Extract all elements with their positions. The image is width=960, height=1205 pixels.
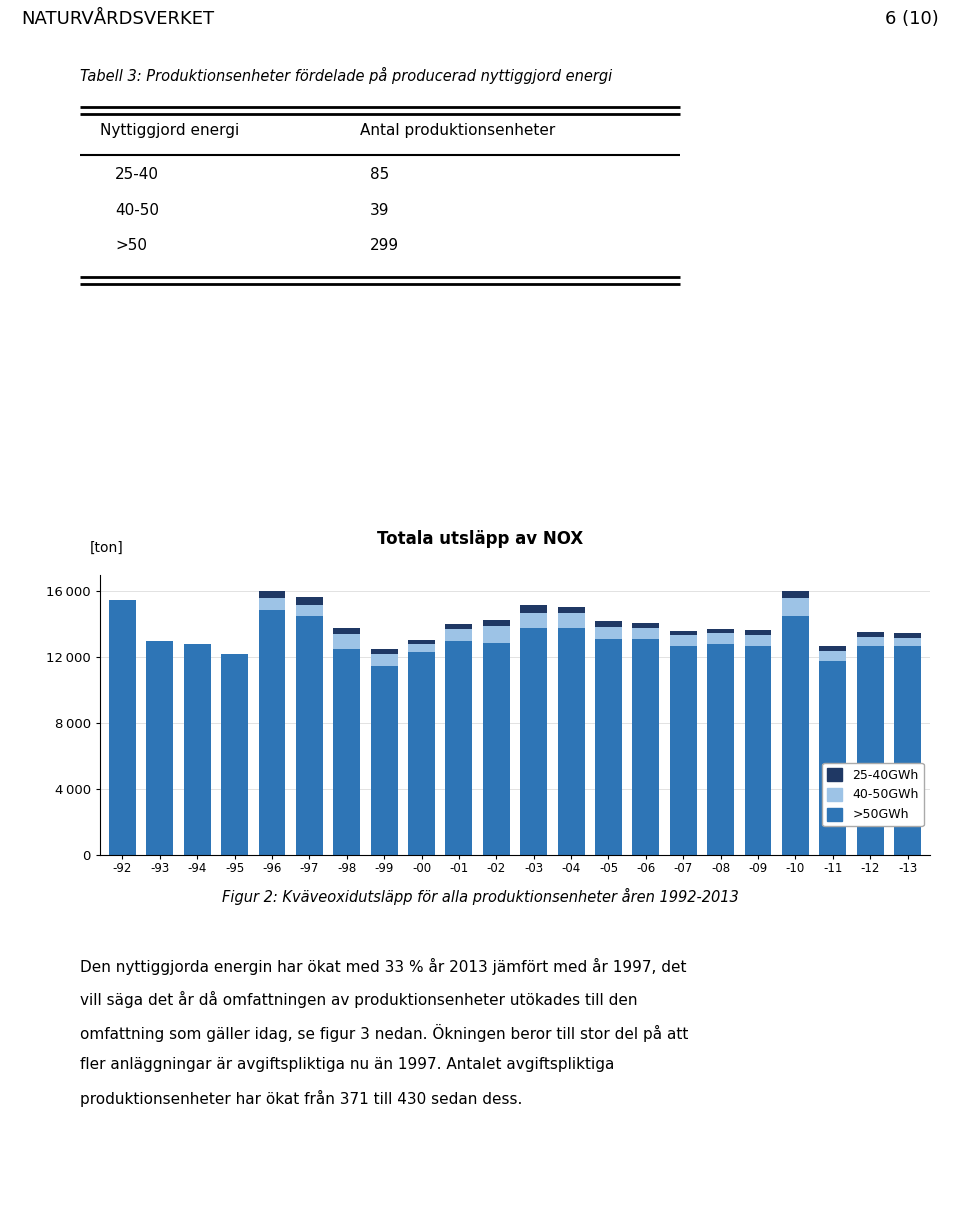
Bar bbox=[558, 607, 585, 613]
Bar bbox=[371, 665, 397, 856]
Text: 6 (10): 6 (10) bbox=[885, 10, 939, 28]
Bar bbox=[745, 635, 772, 646]
Bar bbox=[445, 629, 472, 641]
Bar bbox=[445, 641, 472, 856]
Bar bbox=[483, 627, 510, 642]
Bar bbox=[408, 640, 435, 645]
Bar bbox=[371, 654, 397, 665]
Text: Figur 2: Kväveoxidutsläpp för alla produktionsenheter åren 1992-2013: Figur 2: Kväveoxidutsläpp för alla produ… bbox=[222, 888, 738, 905]
Bar bbox=[333, 628, 360, 634]
Bar bbox=[782, 598, 809, 616]
Bar bbox=[708, 645, 734, 856]
Bar bbox=[558, 628, 585, 856]
Bar bbox=[520, 605, 547, 613]
Bar bbox=[146, 641, 173, 856]
Bar bbox=[782, 616, 809, 856]
Text: 299: 299 bbox=[370, 239, 399, 253]
Bar bbox=[258, 610, 285, 856]
Text: 25-40: 25-40 bbox=[115, 167, 159, 182]
Bar bbox=[221, 654, 248, 856]
Text: [ton]: [ton] bbox=[90, 541, 124, 556]
Bar bbox=[595, 622, 622, 627]
Text: 39: 39 bbox=[370, 202, 390, 218]
Bar bbox=[745, 630, 772, 635]
Bar bbox=[670, 630, 697, 635]
Bar bbox=[856, 636, 883, 646]
Bar bbox=[819, 646, 847, 651]
Bar bbox=[109, 600, 136, 856]
Bar bbox=[520, 628, 547, 856]
Text: 85: 85 bbox=[370, 167, 389, 182]
Bar bbox=[296, 605, 323, 616]
Text: produktionsenheter har ökat från 371 till 430 sedan dess.: produktionsenheter har ökat från 371 til… bbox=[80, 1091, 522, 1107]
Bar bbox=[483, 619, 510, 627]
Bar bbox=[483, 642, 510, 856]
Bar bbox=[894, 637, 921, 646]
Text: vill säga det år då omfattningen av produktionsenheter utökades till den: vill säga det år då omfattningen av prod… bbox=[80, 991, 637, 1009]
Bar bbox=[296, 598, 323, 605]
Bar bbox=[520, 613, 547, 628]
Text: >50: >50 bbox=[115, 239, 147, 253]
Bar bbox=[558, 613, 585, 628]
Bar bbox=[296, 616, 323, 856]
Bar bbox=[595, 627, 622, 639]
Bar bbox=[633, 623, 660, 628]
Bar bbox=[633, 628, 660, 639]
Bar bbox=[782, 590, 809, 598]
Bar bbox=[894, 646, 921, 856]
Text: Nyttiggjord energi: Nyttiggjord energi bbox=[100, 123, 239, 139]
Text: Den nyttiggjorda energin har ökat med 33 % år 2013 jämfört med år 1997, det: Den nyttiggjorda energin har ökat med 33… bbox=[80, 958, 686, 975]
Text: Antal produktionsenheter: Antal produktionsenheter bbox=[360, 123, 555, 139]
Text: Tabell 3: Produktionsenheter fördelade på producerad nyttiggjord energi: Tabell 3: Produktionsenheter fördelade p… bbox=[80, 67, 612, 84]
Bar bbox=[894, 634, 921, 637]
Text: fler anläggningar är avgiftspliktiga nu än 1997. Antalet avgiftspliktiga: fler anläggningar är avgiftspliktiga nu … bbox=[80, 1057, 614, 1072]
Bar bbox=[595, 639, 622, 856]
Bar bbox=[708, 629, 734, 634]
Bar bbox=[258, 590, 285, 598]
Bar bbox=[371, 649, 397, 654]
Text: NATURVÅRDSVERKET: NATURVÅRDSVERKET bbox=[21, 10, 214, 28]
Bar bbox=[745, 646, 772, 856]
Text: omfattning som gäller idag, se figur 3 nedan. Ökningen beror till stor del på at: omfattning som gäller idag, se figur 3 n… bbox=[80, 1024, 688, 1042]
Bar bbox=[258, 598, 285, 610]
Bar bbox=[408, 645, 435, 652]
Bar bbox=[408, 652, 435, 856]
Bar bbox=[183, 645, 210, 856]
Bar bbox=[708, 634, 734, 645]
Bar bbox=[670, 646, 697, 856]
Bar bbox=[333, 634, 360, 649]
Bar bbox=[856, 633, 883, 636]
Text: 40-50: 40-50 bbox=[115, 202, 159, 218]
Text: Totala utsläpp av NOX: Totala utsläpp av NOX bbox=[377, 530, 583, 548]
Legend: 25-40GWh, 40-50GWh, >50GWh: 25-40GWh, 40-50GWh, >50GWh bbox=[823, 763, 924, 827]
Bar bbox=[670, 635, 697, 646]
Bar bbox=[445, 624, 472, 629]
Bar bbox=[819, 651, 847, 660]
Bar bbox=[819, 660, 847, 856]
Bar bbox=[856, 646, 883, 856]
Bar bbox=[633, 639, 660, 856]
Bar bbox=[333, 649, 360, 856]
